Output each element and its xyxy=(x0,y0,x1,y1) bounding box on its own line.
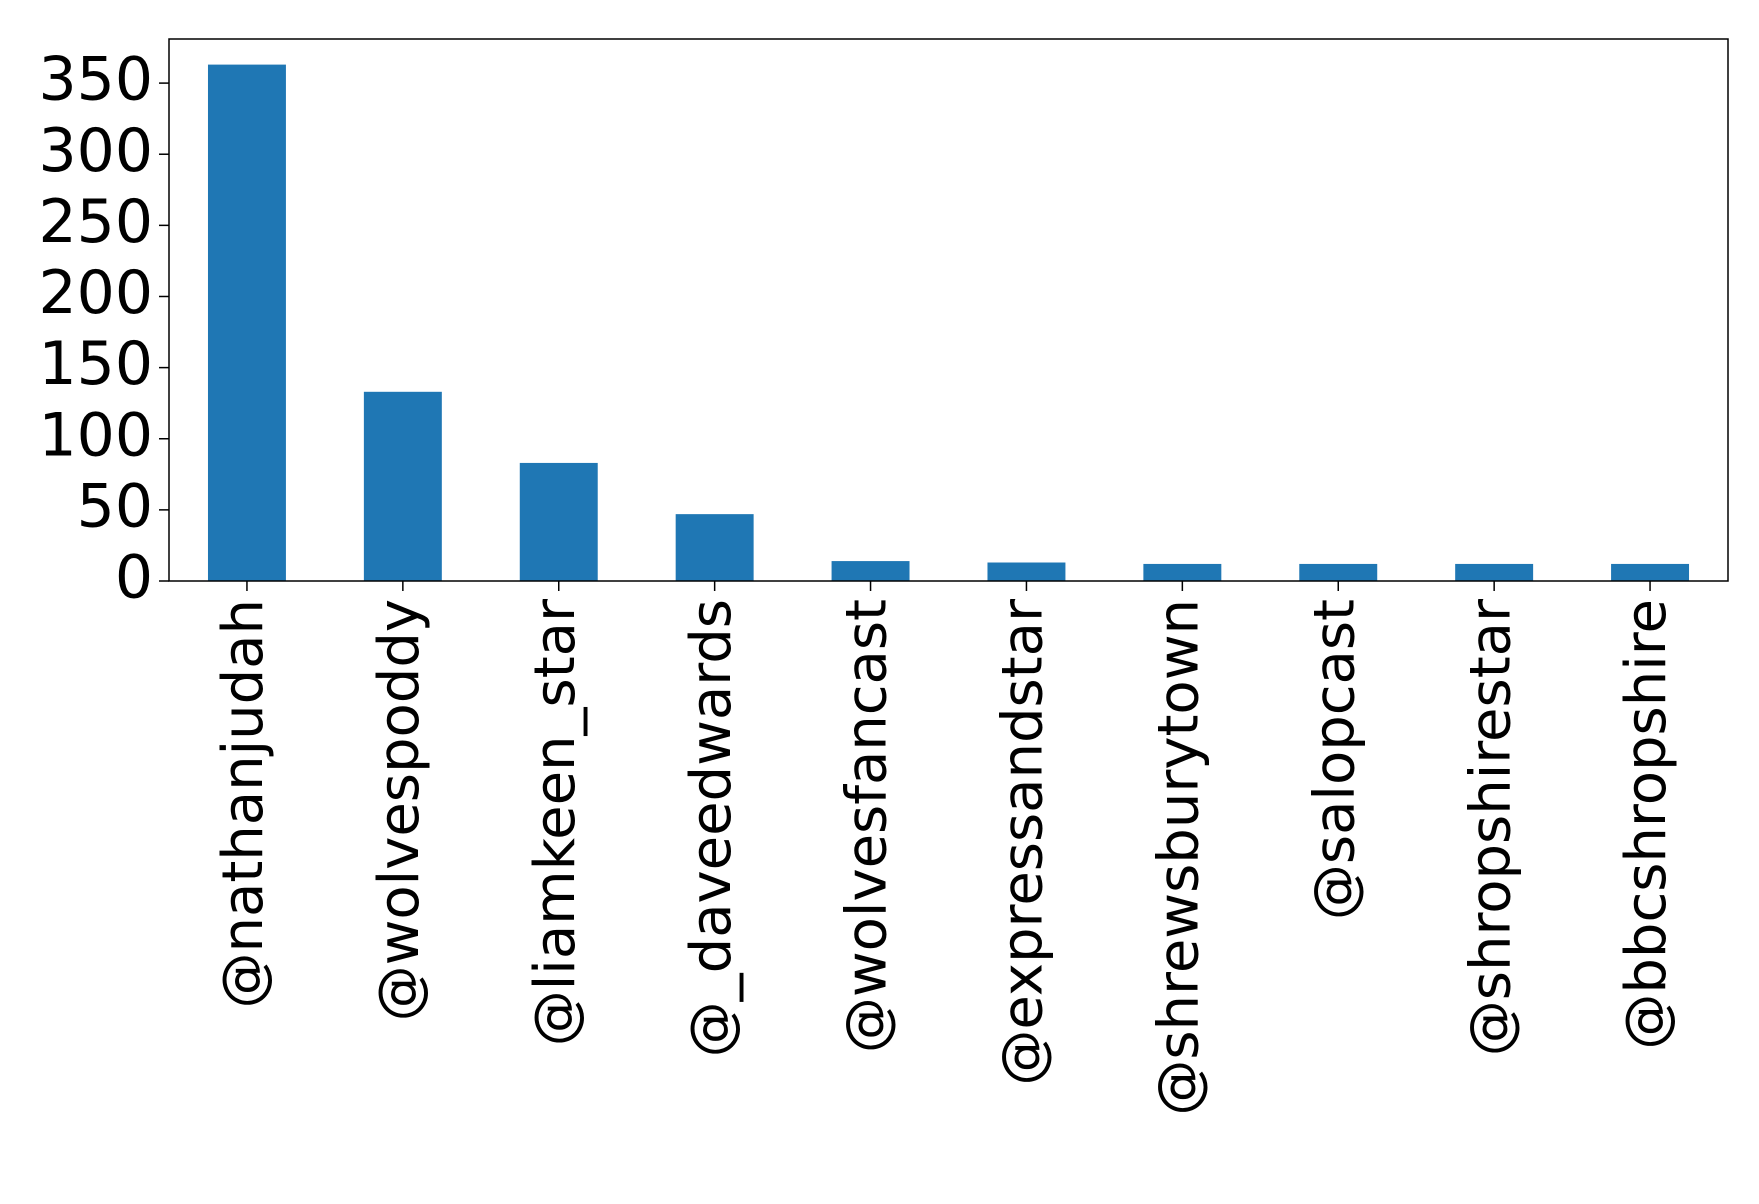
bar xyxy=(519,462,598,581)
bar xyxy=(1299,563,1378,581)
y-tick-label: 100 xyxy=(38,400,153,470)
x-tick-label: @nathanjudah xyxy=(211,599,276,1008)
y-tick-label: 300 xyxy=(38,116,153,186)
y-tick-label: 0 xyxy=(115,543,153,613)
y-tick-label: 350 xyxy=(38,45,153,115)
x-tick-label: @wolvesfancast xyxy=(835,599,900,1053)
x-tick-label: @_daveedwards xyxy=(679,599,744,1057)
y-tick-label: 200 xyxy=(38,258,153,328)
bar xyxy=(675,514,754,581)
x-tick-label: @shrewsburytown xyxy=(1146,599,1211,1116)
bar xyxy=(1455,563,1534,581)
x-tick-label: @liamkeen_star xyxy=(523,598,588,1046)
bar xyxy=(363,391,442,581)
bar xyxy=(1143,563,1222,581)
y-tick-label: 50 xyxy=(77,471,153,541)
y-tick-label: 150 xyxy=(38,329,153,399)
x-tick-label: @salopcast xyxy=(1302,599,1367,920)
bar xyxy=(831,561,910,581)
y-tick-label: 250 xyxy=(38,187,153,257)
x-tick-label: @expressandstar xyxy=(991,598,1056,1086)
plot-frame xyxy=(168,38,1729,582)
bar xyxy=(987,562,1066,581)
bar xyxy=(207,64,286,581)
x-tick-label: @wolvespoddy xyxy=(367,599,432,1021)
bar xyxy=(1611,563,1690,581)
x-tick-label: @bbcshropshire xyxy=(1614,599,1679,1050)
x-tick-label: @shropshirestar xyxy=(1458,598,1523,1056)
